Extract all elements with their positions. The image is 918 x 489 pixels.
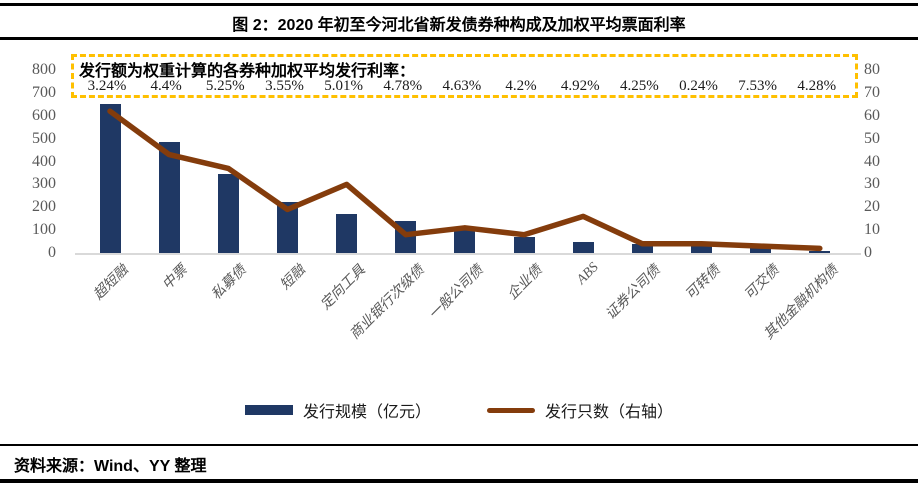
line-series-swatch (487, 407, 535, 413)
weighted-rate-label: 4.28% (797, 78, 837, 94)
bar-私募债 (217, 174, 239, 253)
y-axis-right-tick-label: 50 (864, 129, 880, 147)
legend-item-line: 发行只数（右轴） (487, 398, 673, 422)
category-label-私募债: 私募债 (209, 262, 250, 304)
y-axis-right-tick-label: 40 (864, 152, 880, 170)
annotation-heading: 发行额为权重计算的各券种加权平均发行利率： (79, 63, 416, 80)
y-axis-right-tick-label: 10 (864, 221, 880, 239)
y-axis-right-tick-label: 70 (864, 83, 880, 101)
category-label-ABS: ABS (574, 260, 602, 288)
weighted-rates-row: 3.24% 4.4% 5.25% 3.55% 5.01% 4.78% 4.63% 4.2% 4.… (0, 78, 918, 96)
bar-企业债 (513, 236, 535, 253)
category-label-一般公司债: 一般公司债 (426, 262, 487, 323)
bar-商业银行次级债 (395, 220, 417, 253)
y-axis-left-tick-label: 700 (32, 83, 56, 101)
category-label-定向工具: 定向工具 (317, 262, 369, 314)
weighted-rate-label: 5.01% (324, 78, 363, 94)
weighted-rate-label: 4.92% (560, 78, 600, 94)
bar-超短融 (99, 104, 121, 253)
footer-bottom-rule (0, 479, 918, 483)
legend: 发行规模（亿元） 发行只数（右轴） (0, 399, 918, 421)
y-axis-left-tick-label: 400 (32, 152, 56, 170)
weighted-rate-label: 5.25% (205, 78, 245, 94)
weighted-rate-label: 4.25% (619, 78, 659, 94)
bar-series-swatch (244, 405, 293, 415)
source-note: 资料来源：Wind、YY 整理 (14, 458, 207, 475)
y-axis-left-tick-label: 300 (32, 175, 56, 193)
bar-一般公司债 (454, 227, 476, 253)
weighted-rate-label: 3.24% (87, 78, 127, 94)
category-label-企业债: 企业债 (505, 262, 546, 304)
bar-其他金融机构债 (809, 250, 831, 253)
category-label-中票: 中票 (160, 262, 191, 294)
weighted-rate-label: 4.63% (442, 78, 482, 94)
bar-可转债 (691, 243, 712, 253)
weighted-rate-label: 0.24% (679, 78, 718, 94)
footer-top-rule (0, 444, 918, 446)
legend-bar-label: 发行规模（亿元） (302, 404, 431, 421)
y-axis-left-tick-label: 500 (32, 129, 56, 147)
y-axis-left-tick-label: 100 (32, 221, 56, 239)
x-axis-baseline (75, 253, 861, 255)
bar-证券公司债 (631, 243, 653, 253)
legend-line-label: 发行只数（右轴） (545, 404, 674, 421)
bar-中票 (158, 142, 180, 253)
weighted-rate-label: 3.55% (265, 78, 304, 94)
weighted-rate-label: 4.78% (383, 78, 423, 94)
bar-定向工具 (336, 214, 358, 253)
category-label-可转债: 可转债 (682, 262, 723, 304)
y-axis-left-tick-label: 0 (48, 244, 56, 261)
category-label-可交债: 可交债 (741, 262, 783, 304)
category-label-短融: 短融 (278, 262, 309, 294)
y-axis-left-tick-label: 800 (32, 61, 56, 78)
chart-title: 图 2：2020 年初至今河北省新发债券种构成及加权平均票面利率 (232, 17, 686, 34)
y-axis-right-tick-label: 0 (864, 244, 872, 261)
top-rule (0, 3, 918, 6)
y-axis-right-tick-label: 20 (864, 198, 880, 216)
y-axis-right-tick-label: 30 (864, 175, 880, 193)
weighted-rate-annotation-box (71, 54, 858, 98)
y-axis-left-tick-label: 600 (32, 106, 56, 124)
weighted-rate-label: 4.2% (505, 78, 537, 94)
y-axis-left-tick-label: 200 (32, 198, 56, 216)
bar-ABS (572, 241, 594, 253)
legend-item-bar: 发行规模（亿元） (244, 398, 431, 422)
weighted-rate-label: 7.53% (738, 78, 778, 94)
y-axis-right-tick-label: 80 (864, 61, 880, 78)
weighted-rate-label: 4.4% (150, 78, 182, 94)
category-label-证券公司债: 证券公司债 (603, 262, 664, 323)
category-label-超短融: 超短融 (91, 262, 132, 304)
title-divider-rule (0, 37, 918, 40)
bar-短融 (276, 201, 298, 253)
y-axis-right-tick-label: 60 (864, 106, 880, 124)
